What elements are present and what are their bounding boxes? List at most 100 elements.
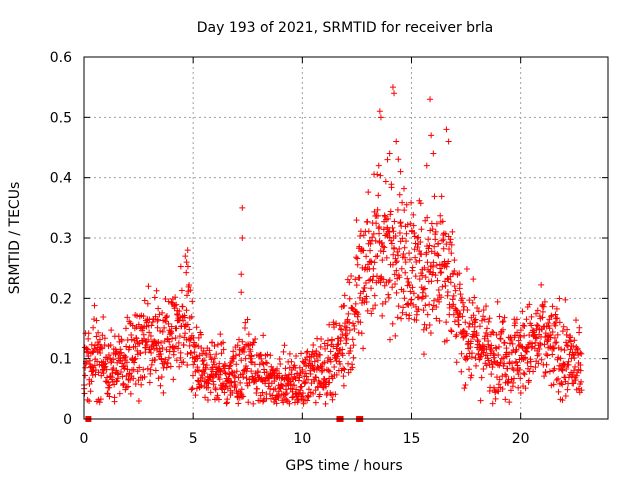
data-point — [155, 305, 162, 312]
data-point — [562, 392, 569, 399]
data-point — [177, 263, 184, 270]
data-point — [173, 357, 180, 364]
data-point — [444, 289, 451, 296]
data-point — [173, 325, 180, 332]
data-point — [510, 379, 517, 386]
data-point — [445, 138, 452, 145]
data-point — [389, 224, 396, 231]
data-point — [428, 278, 435, 285]
data-point — [534, 307, 541, 314]
data-point — [346, 295, 353, 302]
data-point — [145, 336, 152, 343]
data-point — [220, 339, 227, 346]
data-point — [465, 323, 472, 330]
data-point — [184, 351, 191, 358]
data-point — [459, 299, 466, 306]
data-point — [473, 332, 480, 339]
data-point — [348, 273, 355, 280]
data-point — [369, 277, 376, 284]
data-point — [176, 308, 183, 315]
data-point — [448, 328, 455, 335]
x-tick-label: 0 — [80, 431, 89, 447]
y-tick-label: 0.2 — [50, 291, 72, 307]
data-point — [401, 207, 408, 214]
data-point — [184, 321, 191, 328]
data-point — [93, 317, 100, 324]
data-point — [440, 236, 447, 243]
data-point — [401, 185, 408, 192]
data-point — [573, 372, 580, 379]
data-point — [463, 265, 470, 272]
data-point — [394, 248, 401, 255]
data-point — [496, 376, 503, 383]
data-point — [443, 126, 450, 133]
data-point — [553, 315, 560, 322]
data-point — [332, 391, 339, 398]
data-point — [343, 340, 350, 347]
data-point — [413, 258, 420, 265]
data-point — [324, 342, 331, 349]
data-point — [428, 248, 435, 255]
data-point — [136, 340, 143, 347]
data-point — [259, 389, 266, 396]
data-point — [463, 330, 470, 337]
data-point — [470, 276, 477, 283]
data-point — [239, 204, 246, 211]
data-point — [416, 257, 423, 264]
data-point — [567, 334, 574, 341]
data-point — [549, 303, 556, 310]
data-point — [373, 220, 380, 227]
data-point — [124, 337, 131, 344]
data-point — [459, 313, 466, 320]
data-point — [113, 367, 120, 374]
data-point — [237, 379, 244, 386]
data-point — [478, 317, 485, 324]
data-point — [422, 302, 429, 309]
data-point — [467, 338, 474, 345]
data-point — [279, 383, 286, 390]
data-point — [309, 362, 316, 369]
data-point — [490, 329, 497, 336]
data-point — [564, 386, 571, 393]
data-point — [412, 273, 419, 280]
data-point — [180, 317, 187, 324]
data-point — [169, 335, 176, 342]
data-point — [275, 394, 282, 401]
data-point — [140, 313, 147, 320]
data-point — [427, 227, 434, 234]
data-point — [431, 243, 438, 250]
data-point — [501, 360, 508, 367]
data-point — [395, 252, 402, 259]
data-point — [385, 294, 392, 301]
data-point — [536, 346, 543, 353]
data-point — [334, 353, 341, 360]
data-point — [381, 282, 388, 289]
data-point — [217, 331, 224, 338]
data-point — [455, 314, 462, 321]
data-point — [438, 193, 445, 200]
data-point — [515, 384, 522, 391]
data-point — [357, 232, 364, 239]
data-point — [549, 351, 556, 358]
data-point — [443, 337, 450, 344]
data-point — [478, 374, 485, 381]
data-point — [247, 348, 254, 355]
data-point — [298, 350, 305, 357]
data-point — [89, 372, 96, 379]
data-point — [449, 296, 456, 303]
data-point — [558, 346, 565, 353]
data-point — [166, 338, 173, 345]
data-point — [176, 363, 183, 370]
data-point — [577, 362, 584, 369]
data-point — [532, 364, 539, 371]
data-point — [227, 362, 234, 369]
data-point — [127, 376, 134, 383]
data-point — [488, 342, 495, 349]
data-point — [130, 375, 137, 382]
data-point — [517, 333, 524, 340]
data-point — [91, 302, 98, 309]
data-point — [466, 297, 473, 304]
data-point — [232, 374, 239, 381]
data-point — [437, 265, 444, 272]
data-point — [405, 279, 412, 286]
